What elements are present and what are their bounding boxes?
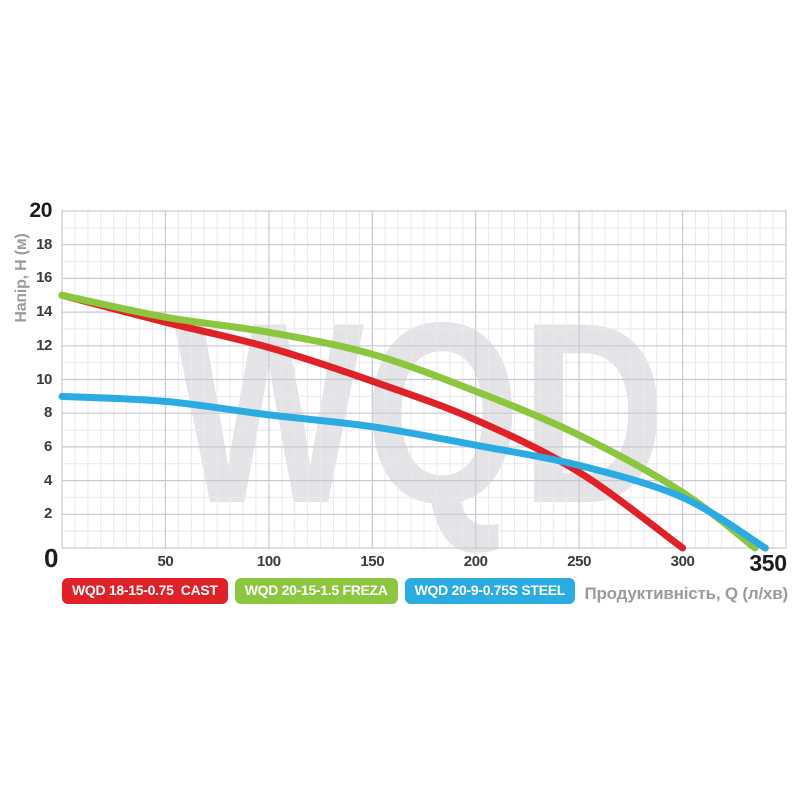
curve-cast [58,291,687,552]
y-tick-label-max: 20 [29,199,52,222]
y-tick-label: 6 [44,437,52,455]
legend-item-steel: WQD 20-9-0.75S STEEL [404,578,575,604]
grid-major-lines [61,210,787,549]
y-tick-label: 2 [44,505,52,523]
legend-item-freza: WQD 20-15-1.5 FREZA [234,578,398,604]
x-tick-label: 50 [157,553,174,570]
x-tick-label: 150 [360,553,385,570]
x-tick-label: 250 [567,553,592,570]
y-tick-label: 4 [44,471,52,489]
chart-legend: WQD 18-15-0.75 CAST WQD 20-15-1.5 FREZA … [62,578,575,604]
legend-item-cast: WQD 18-15-0.75 CAST [62,578,228,604]
x-tick-label: 300 [670,553,695,570]
y-tick-label: 18 [36,235,52,253]
x-axis-title: Продуктивність, Q (л/хв) [584,584,788,603]
y-tick-label: 16 [36,269,52,287]
x-tick-label: 200 [463,553,488,570]
y-tick-label: 10 [36,370,52,388]
x-tick-label: 100 [256,553,281,570]
curve-steel [58,392,769,552]
curve-freza [58,291,759,552]
y-tick-label: 8 [44,404,52,422]
y-tick-label: 12 [36,336,52,354]
x-tick-label-max: 350 [749,550,787,576]
pump-curves [58,291,769,552]
y-tick-label: 14 [36,303,52,321]
origin-tick-label: 0 [43,543,58,573]
